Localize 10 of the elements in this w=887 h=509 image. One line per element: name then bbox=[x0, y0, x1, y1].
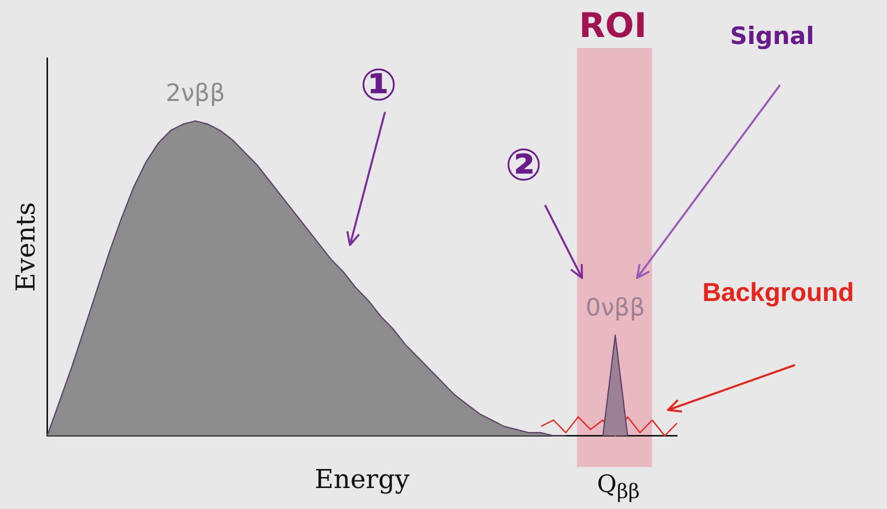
series-label: 0νββ bbox=[586, 293, 645, 322]
x-axis-title: Energy bbox=[314, 465, 410, 496]
text: Signal bbox=[730, 22, 814, 50]
y-axis-title: Events bbox=[11, 202, 42, 292]
text: Background bbox=[702, 277, 854, 308]
text: ① bbox=[360, 60, 398, 111]
series-label: 2νββ bbox=[166, 79, 226, 108]
annotation: ② bbox=[505, 140, 542, 191]
text: Q$_{ββ}$ bbox=[597, 470, 640, 503]
text: ROI bbox=[579, 6, 647, 46]
